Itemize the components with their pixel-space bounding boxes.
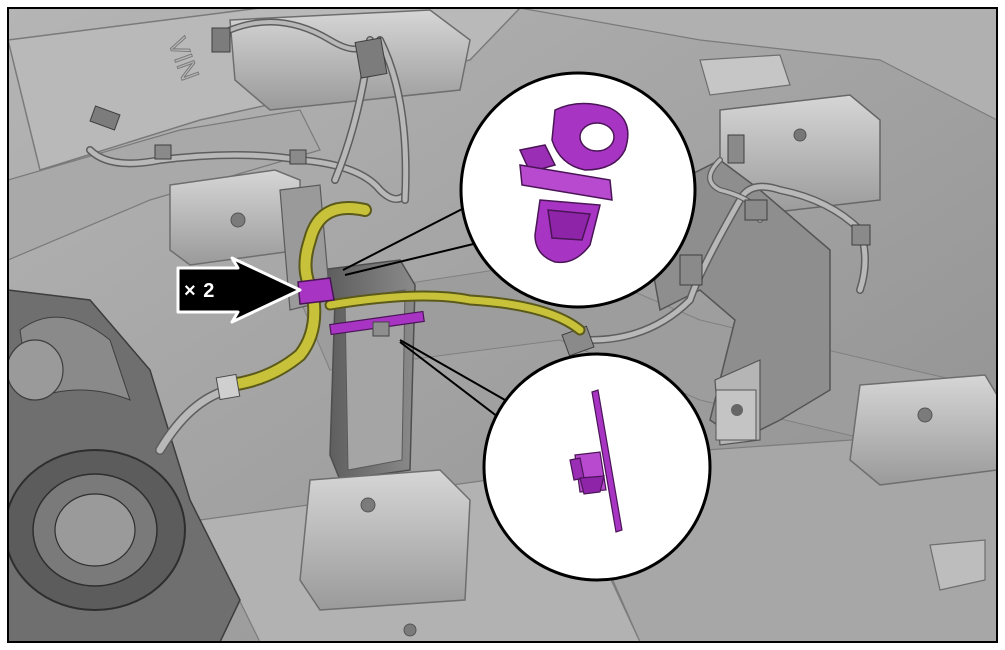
bolt-hole (731, 404, 743, 416)
vehicle-floor-scene: VIN (8, 8, 997, 642)
floor-slot (929, 539, 986, 591)
mount-block-lowerright (849, 374, 997, 486)
callout-detail-clip (459, 71, 697, 309)
connector (727, 134, 745, 164)
floor-ridge-right (519, 8, 997, 121)
connector (89, 105, 121, 131)
harness-band (215, 373, 241, 401)
bolt-hole (917, 407, 933, 423)
bolt-hole (793, 128, 807, 142)
frame-border (7, 7, 998, 643)
mount-block-lowercenter (299, 469, 471, 611)
quantity-arrow (176, 256, 302, 324)
left-unit-speaker-cone (54, 493, 136, 567)
right-arrow-icon (176, 256, 302, 324)
connector (354, 37, 388, 79)
bolt-hole (230, 212, 246, 228)
connector (679, 254, 703, 286)
connector (211, 27, 231, 53)
floor-ridge-left (8, 109, 321, 261)
connector (154, 144, 172, 160)
mount-block-topright (699, 54, 791, 96)
bolt-hole (403, 623, 417, 637)
callout-detail-edge-clip (482, 352, 712, 582)
left-unit-grille (8, 339, 64, 401)
quantity-label: × 2 (184, 280, 216, 302)
bolt-hole (360, 497, 376, 513)
clip-on-harness (297, 277, 335, 305)
connector (744, 199, 768, 221)
edge-clip-body (372, 321, 390, 337)
connector (851, 224, 871, 246)
mount-block-topcenter (229, 9, 471, 111)
edge-clip-icon (569, 389, 623, 533)
callout-leaders (342, 204, 516, 431)
push-pin-clip-icon (518, 102, 629, 264)
connector (289, 149, 307, 165)
